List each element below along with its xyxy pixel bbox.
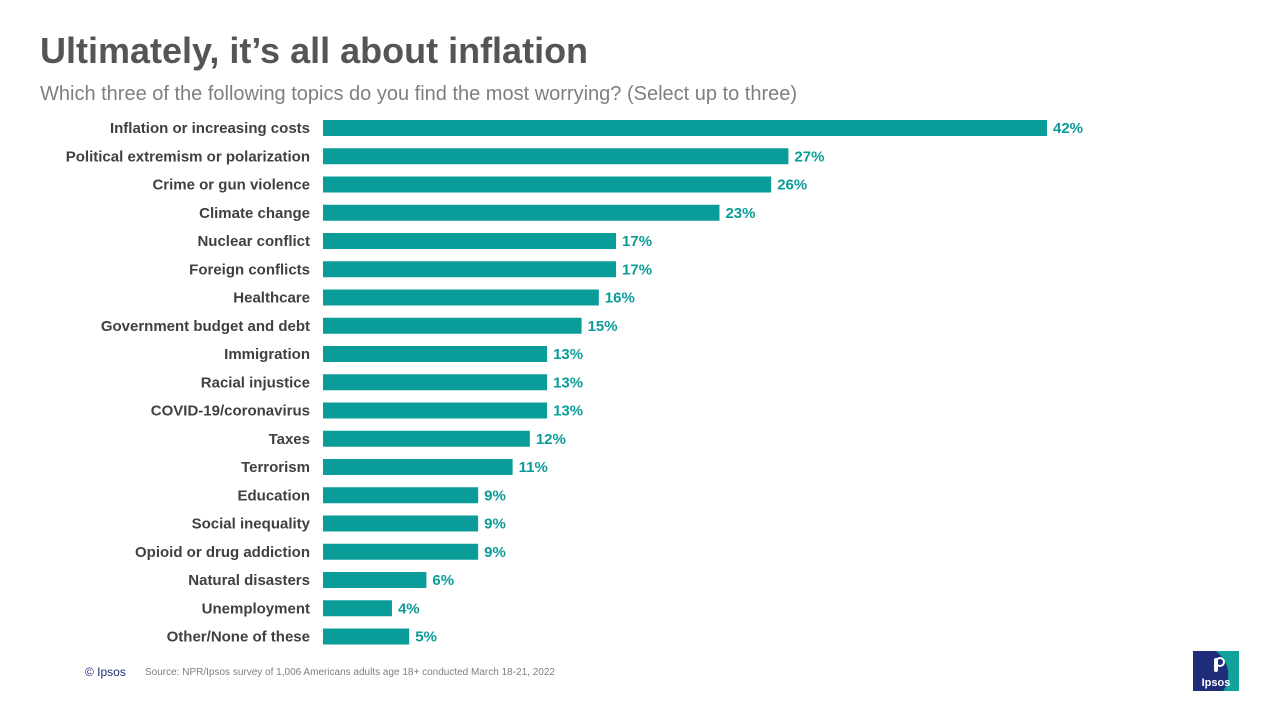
category-label: Crime or gun violence	[152, 177, 310, 194]
bar	[323, 317, 582, 334]
ipsos-logo-icon: Ipsos	[1193, 651, 1239, 691]
value-label: 42%	[1053, 120, 1083, 137]
category-label: Other/None of these	[167, 629, 310, 646]
source-note: Source: NPR/Ipsos survey of 1,006 Americ…	[145, 667, 555, 678]
value-label: 26%	[777, 177, 807, 194]
category-label: Foreign conflicts	[189, 261, 310, 278]
category-label: Nuclear conflict	[197, 233, 310, 250]
value-label: 6%	[432, 572, 454, 589]
logo-text: Ipsos	[1202, 677, 1231, 689]
bar	[323, 346, 548, 362]
bar	[323, 628, 410, 645]
bar	[323, 515, 479, 532]
value-label: 13%	[553, 346, 583, 363]
value-label: 5%	[415, 629, 437, 646]
bar	[323, 459, 513, 475]
logo-mark-loop	[1215, 657, 1225, 667]
value-label: 11%	[519, 459, 548, 476]
category-label: Government budget and debt	[101, 318, 310, 335]
value-label: 13%	[553, 403, 583, 420]
bar	[323, 176, 772, 193]
value-label: 13%	[553, 374, 583, 391]
bar	[323, 120, 1047, 136]
page-subtitle: Which three of the following topics do y…	[40, 83, 798, 105]
category-label: Racial injustice	[201, 374, 310, 391]
value-label: 16%	[605, 290, 635, 307]
category-label: Opioid or drug addiction	[135, 544, 310, 561]
value-label: 9%	[484, 544, 506, 561]
bar	[323, 233, 617, 249]
category-label: Climate change	[199, 205, 310, 222]
bar	[323, 572, 427, 588]
category-label: COVID-19/coronavirus	[151, 403, 310, 420]
bar	[323, 289, 599, 306]
category-label: Terrorism	[241, 459, 310, 476]
bar	[323, 543, 479, 560]
category-label: Education	[237, 487, 310, 504]
bar	[323, 148, 789, 165]
page-title: Ultimately, it’s all about inflation	[40, 30, 589, 71]
category-label: Taxes	[269, 431, 310, 448]
bar	[323, 600, 392, 617]
value-label: 17%	[622, 261, 652, 278]
category-label: Inflation or increasing costs	[110, 120, 310, 137]
value-label: 15%	[588, 318, 618, 335]
category-label: Unemployment	[202, 600, 310, 617]
bar	[323, 374, 548, 391]
bar	[323, 261, 617, 278]
category-label: Social inequality	[192, 516, 311, 533]
logo-teal-shape	[1216, 651, 1239, 691]
value-label: 27%	[794, 148, 824, 165]
bar	[323, 487, 479, 504]
category-label: Natural disasters	[188, 572, 310, 589]
bar	[323, 430, 530, 447]
value-label: 9%	[484, 516, 506, 533]
category-label: Political extremism or polarization	[66, 148, 310, 165]
category-label: Healthcare	[233, 290, 310, 307]
bar	[323, 402, 548, 419]
value-label: 17%	[622, 233, 652, 250]
copyright-text: © Ipsos	[85, 665, 126, 679]
bar	[323, 204, 720, 221]
value-label: 12%	[536, 431, 566, 448]
value-label: 23%	[725, 205, 755, 222]
value-label: 9%	[484, 487, 506, 504]
category-label: Immigration	[224, 346, 310, 363]
bar-chart: Inflation or increasing costs 42% Politica…	[66, 120, 1083, 646]
value-label: 4%	[398, 600, 420, 617]
